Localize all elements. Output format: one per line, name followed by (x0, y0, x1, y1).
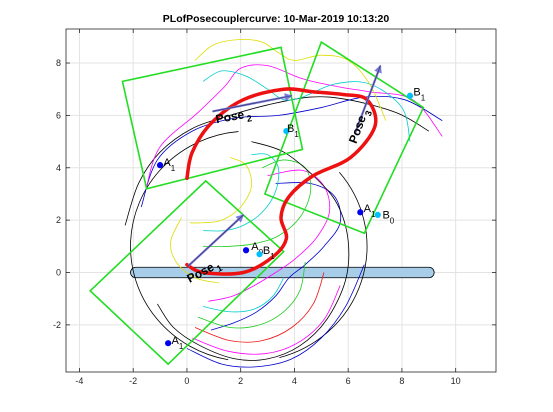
joint-label: B1 (413, 86, 425, 102)
circle-arc (130, 131, 239, 361)
pose-3-rect (263, 40, 425, 235)
joint-point (242, 247, 250, 254)
joint-label-sub: 1 (294, 130, 299, 139)
joint-label-name: B (413, 86, 420, 98)
pose-label-name: Pose (215, 107, 246, 126)
coupler-curve-thin (194, 38, 387, 121)
coupler-curve-main (185, 87, 378, 276)
coupler-curve-thin (202, 277, 285, 313)
x-tick-label: -2 (129, 376, 137, 386)
coupler-curve-thin (186, 264, 365, 368)
joint-point (165, 340, 172, 347)
axes-box (65, 28, 497, 373)
coupler-curve-thin (140, 95, 443, 208)
y-tick-label: 4 (56, 163, 61, 173)
y-tick-label: 0 (56, 268, 61, 278)
joint-label: A1 (364, 203, 376, 219)
x-tick-label: 4 (292, 376, 297, 386)
pose-label-sub: 2 (246, 113, 253, 124)
plot-content: Pose1Pose2Pose3A1A1A1A0B1B1B0B1 (89, 38, 443, 368)
pose-arrow-core (188, 214, 244, 267)
joint-point (283, 128, 290, 135)
joint-label-name: B (382, 210, 389, 222)
x-tick-label: 6 (346, 376, 351, 386)
circle-arc (279, 172, 368, 358)
joint-label-name: A (364, 203, 372, 215)
joint-label-sub: 0 (390, 217, 395, 226)
x-tick-label: 2 (238, 376, 243, 386)
joint-label-sub: 1 (371, 210, 376, 219)
joint-point (374, 211, 381, 219)
joint-label: B1 (263, 245, 275, 261)
pose-1-rect (89, 179, 285, 366)
coupler-curve-thin (194, 272, 325, 343)
joint-label: A1 (171, 335, 183, 351)
x-tick-label: 0 (184, 376, 189, 386)
joint-label: B1 (287, 123, 299, 139)
x-tick-label: 10 (451, 376, 461, 386)
joint-label-name: A (163, 157, 171, 169)
plot-area: Pose1Pose2Pose3A1A1A1A0B1B1B0B1-4-202468… (53, 28, 497, 386)
pose-arrow-core (212, 95, 292, 112)
y-tick-label: 8 (56, 58, 61, 68)
coupler-curve-thin (203, 159, 312, 247)
y-tick-label: 6 (56, 110, 61, 120)
joint-label-sub: 1 (270, 252, 275, 261)
pose-label-sub: 3 (363, 109, 374, 117)
joint-label-name: A (251, 241, 259, 253)
joint-label-sub: 1 (171, 164, 176, 173)
joint-label-sub: 1 (179, 342, 184, 351)
ground-link (130, 266, 435, 279)
joint-label-name: B (263, 245, 270, 257)
coupler-curve-thin (146, 64, 443, 187)
joint-point (156, 162, 164, 169)
joint-point (357, 209, 364, 216)
joint-point (406, 92, 414, 99)
coupler-curve-thin (170, 217, 220, 284)
y-tick-label: 2 (56, 215, 61, 225)
pose-2-rect (121, 46, 304, 190)
joint-label: A1 (163, 157, 175, 173)
pose-label-sub: 1 (215, 263, 224, 274)
chart-title: PLofPosecouplercurve: 10-Mar-2019 10:13:… (163, 13, 390, 25)
joint-label-sub: 1 (421, 93, 426, 102)
coupler-curve-thin (189, 156, 253, 224)
pose-arrow-core (354, 65, 381, 134)
pose-label: Pose2 (215, 106, 253, 129)
joint-point (256, 251, 263, 258)
x-tick-label: -4 (75, 376, 83, 386)
joint-label: B0 (382, 210, 394, 226)
joint-label-name: B (287, 123, 294, 135)
x-tick-label: 8 (399, 376, 404, 386)
coupler-curve-thin (157, 141, 350, 361)
joint-label-name: A (171, 335, 179, 347)
coupler-curve-thin (197, 261, 306, 329)
coupler-curve-thin (192, 285, 341, 355)
y-tick-label: -2 (53, 320, 61, 330)
